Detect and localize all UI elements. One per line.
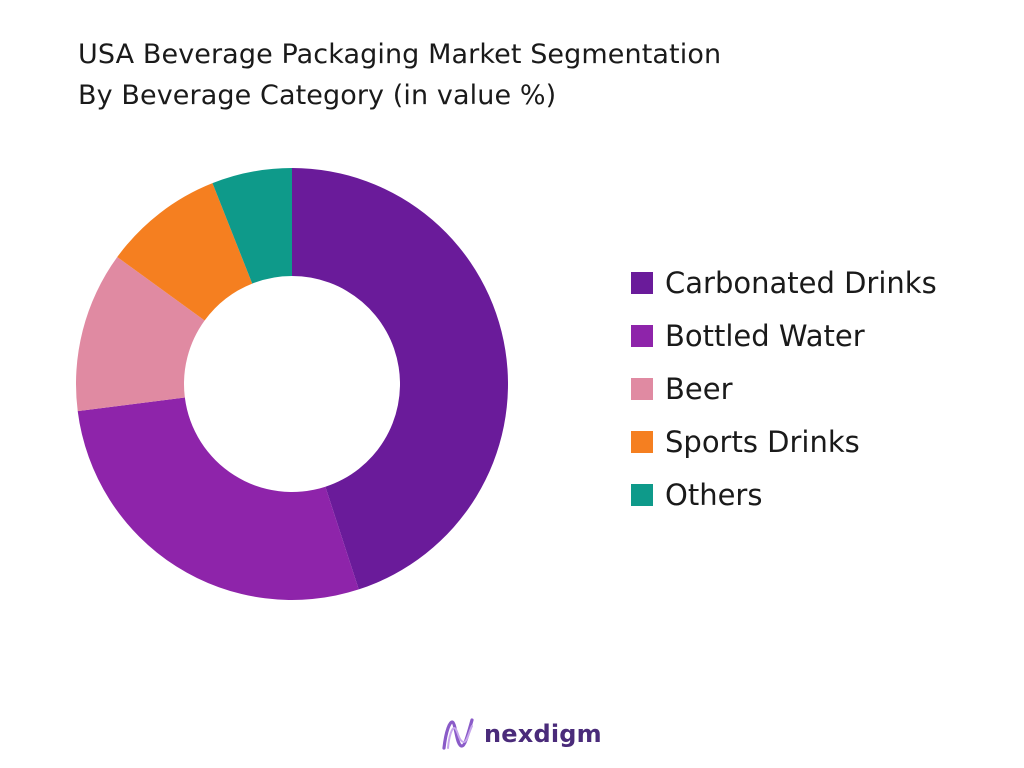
brand-logo: nexdigm (440, 716, 602, 752)
legend-swatch-sports-drinks (631, 431, 653, 453)
legend-swatch-beer (631, 378, 653, 400)
donut-slice-bottled-water (77, 397, 359, 601)
legend-item-beer: Beer (631, 369, 937, 409)
donut-slice-others (212, 168, 292, 284)
brand-name: nexdigm (484, 720, 602, 748)
donut-slice-beer (76, 257, 205, 412)
legend-label-beer: Beer (665, 372, 733, 406)
legend-swatch-bottled-water (631, 325, 653, 347)
donut-slice-carbonated-drinks (292, 168, 509, 590)
chart-legend: Carbonated Drinks Bottled Water Beer Spo… (631, 263, 937, 528)
legend-label-sports-drinks: Sports Drinks (665, 425, 860, 459)
legend-item-others: Others (631, 475, 937, 515)
donut-slice-sports-drinks (117, 183, 253, 321)
nexdigm-logo-icon (442, 718, 474, 750)
legend-item-sports-drinks: Sports Drinks (631, 422, 937, 462)
legend-item-bottled-water: Bottled Water (631, 316, 937, 356)
legend-item-carbonated-drinks: Carbonated Drinks (631, 263, 937, 303)
legend-label-others: Others (665, 478, 763, 512)
chart-title: USA Beverage Packaging Market Segmentati… (78, 34, 721, 116)
chart-title-line-2: By Beverage Category (in value %) (78, 80, 557, 111)
legend-label-bottled-water: Bottled Water (665, 319, 865, 353)
chart-title-line-1: USA Beverage Packaging Market Segmentati… (78, 39, 722, 70)
legend-swatch-carbonated-drinks (631, 272, 653, 294)
legend-swatch-others (631, 484, 653, 506)
legend-label-carbonated-drinks: Carbonated Drinks (665, 266, 937, 300)
